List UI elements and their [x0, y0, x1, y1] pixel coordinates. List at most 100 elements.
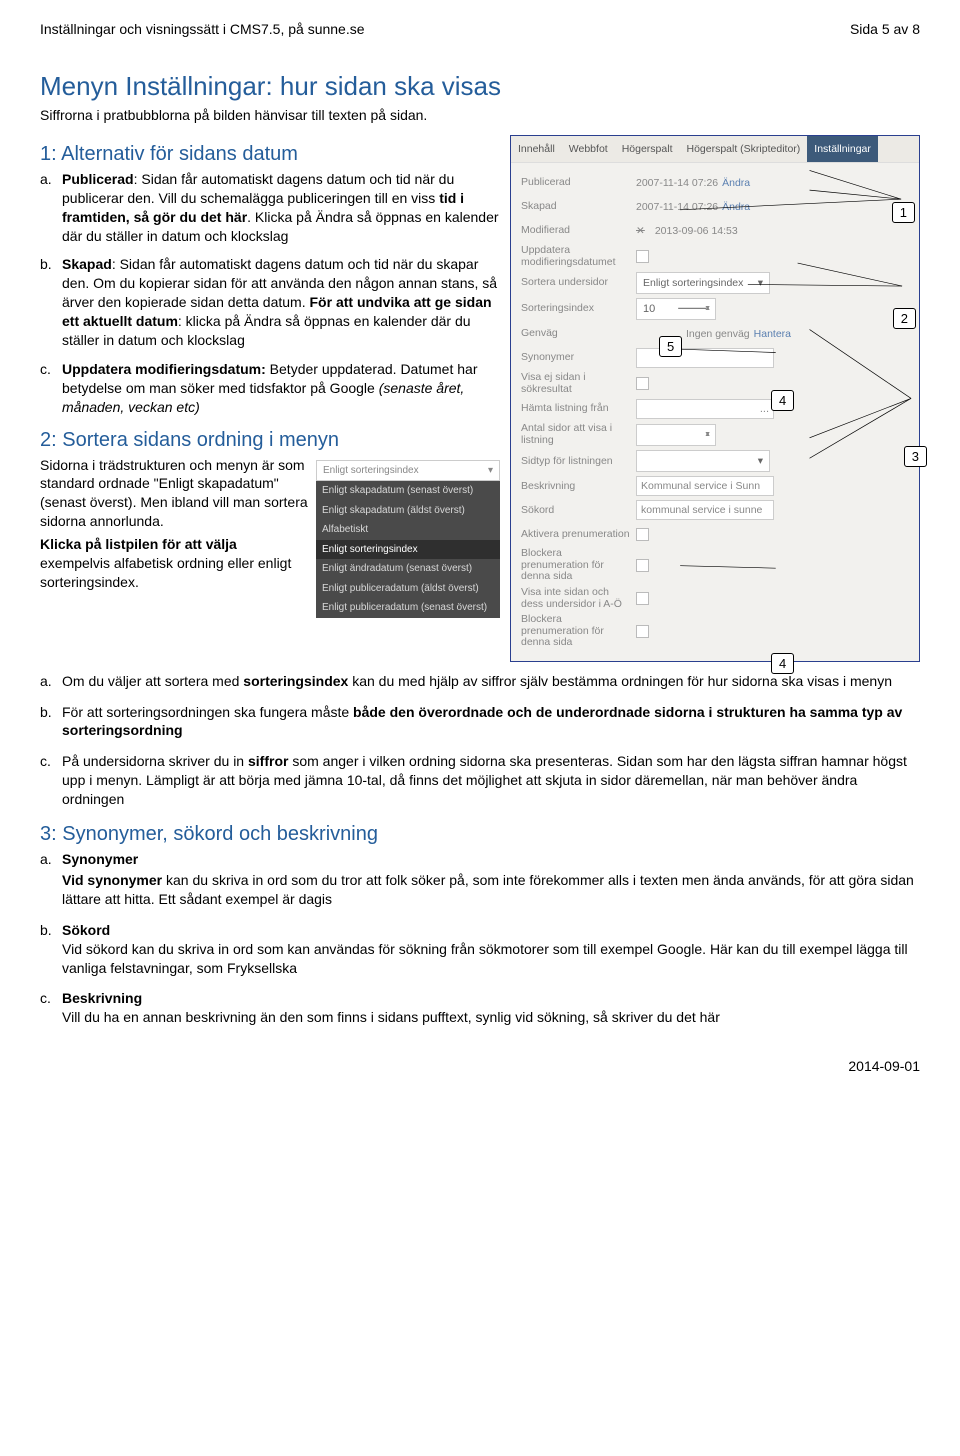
sec3b-text: Vid sökord kan du skriva in ord som kan …	[62, 940, 920, 978]
l-blockera2: Blockera prenumeration för denna sida	[521, 614, 636, 649]
cms-tab-1[interactable]: Webbfot	[562, 136, 615, 162]
input-sokord[interactable]	[636, 500, 774, 520]
sec3c-text: Vill du ha en annan beskrivning än den s…	[62, 1008, 920, 1027]
v-publicerad: 2007-11-14 07:26	[636, 176, 718, 190]
dropdown-item[interactable]: Enligt publiceradatum (senast överst)	[316, 598, 500, 618]
page-subtitle: Siffrorna i pratbubblorna på bilden hänv…	[40, 106, 920, 125]
dropdown-list[interactable]: Enligt skapadatum (senast överst)Enligt …	[316, 481, 500, 618]
input-beskrivning[interactable]	[636, 476, 774, 496]
sec1-item-c: Uppdatera modifieringsdatum: Betyder upp…	[62, 360, 500, 417]
input-synonymer[interactable]	[636, 348, 774, 368]
l-skapad: Skapad	[521, 201, 636, 213]
dropdown-head[interactable]: Enligt sorteringsindex ▾	[316, 460, 500, 482]
dropdown-item[interactable]: Enligt skapadatum (äldst överst)	[316, 501, 500, 521]
cms-body: Publicerad 2007-11-14 07:26 Ändra Skapad…	[511, 163, 919, 661]
sec2c-t1: På undersidorna skriver du in	[62, 753, 248, 769]
select-sidtyp[interactable]: ▾	[636, 450, 770, 472]
sec1-item-b: Skapad: Sidan får automatiskt dagens dat…	[62, 255, 500, 349]
section2-heading: 2: Sortera sidans ordning i menyn	[40, 427, 500, 454]
dropdown-image: Enligt sorteringsindex ▾ Enligt skapadat…	[316, 460, 500, 618]
checkbox-aktivera[interactable]	[636, 528, 649, 541]
input-sortindex[interactable]: 10▲▼	[636, 298, 716, 320]
link-andra-2[interactable]: Ändra	[722, 200, 750, 214]
sec2c-b1: siffror	[248, 753, 288, 769]
select-sortera-val: Enligt sorteringsindex	[643, 276, 743, 290]
link-andra-1[interactable]: Ändra	[722, 176, 750, 190]
callout-4b: 4	[771, 653, 794, 675]
label-skapad: Skapad	[62, 256, 112, 272]
label-uppdatera: Uppdatera modifieringsdatum:	[62, 361, 266, 377]
link-hantera[interactable]: Hantera	[754, 327, 791, 341]
l-uppdatera: Uppdatera modifieringsdatumet	[521, 245, 636, 268]
checkbox-uppdatera[interactable]	[636, 250, 649, 263]
select-sortera[interactable]: Enligt sorteringsindex ▾	[636, 272, 770, 294]
l-sidtyp: Sidtyp för listningen	[521, 456, 636, 468]
callout-2: 2	[893, 308, 916, 330]
l-antal: Antal sidor att visa i listning	[521, 423, 636, 446]
page-title: Menyn Inställningar: hur sidan ska visas	[40, 69, 920, 104]
dropdown-item[interactable]: Alfabetiskt	[316, 520, 500, 540]
l-visaej: Visa ej sidan i sökresultat	[521, 372, 636, 395]
sec2-item-a: Om du väljer att sortera med sorteringsi…	[62, 672, 920, 691]
l-sortera: Sortera undersidor	[521, 277, 636, 289]
chevron-down-icon: ▾	[488, 464, 493, 478]
sec3c-label: Beskrivning	[62, 990, 142, 1006]
l-publicerad: Publicerad	[521, 177, 636, 189]
l-sokord: Sökord	[521, 505, 636, 517]
cms-tab-0[interactable]: Innehåll	[511, 136, 562, 162]
sec2b-t1: För att sorteringsordningen ska fungera …	[62, 704, 353, 720]
sec3-item-a: Synonymer Vid synonymer kan du skriva in…	[62, 850, 920, 909]
strike-icon: ✕	[636, 224, 645, 238]
checkbox-visaej[interactable]	[636, 377, 649, 390]
section3-heading: 3: Synonymer, sökord och beskrivning	[40, 821, 920, 848]
l-visainte: Visa inte sidan och dess undersidor i A-…	[521, 587, 636, 610]
dropdown-item[interactable]: Enligt publiceradatum (äldst överst)	[316, 579, 500, 599]
callout-1: 1	[892, 202, 915, 224]
l-sortindex: Sorteringsindex	[521, 303, 636, 315]
cms-panel: 1 2 3 4 4 5 InnehållWebbfotHögerspaltHög…	[510, 135, 920, 662]
cms-tabs: InnehållWebbfotHögerspaltHögerspalt (Skr…	[511, 136, 919, 163]
sortindex-val: 10	[643, 302, 655, 317]
v-skapad: 2007-11-14 07:26	[636, 200, 718, 214]
sec2-intro2-rest: exempelvis alfabetisk ordning eller enli…	[40, 555, 291, 590]
sec3-item-c: Beskrivning Vill du ha en annan beskrivn…	[62, 989, 920, 1027]
cms-tab-3[interactable]: Högerspalt (Skripteditor)	[679, 136, 807, 162]
header-right: Sida 5 av 8	[850, 20, 920, 39]
footer-date: 2014-09-01	[40, 1057, 920, 1076]
l-modifierad: Modifierad	[521, 225, 636, 237]
callout-4a: 4	[771, 390, 794, 412]
text-column: 1: Alternativ för sidans datum Publicera…	[40, 135, 500, 624]
sec2a-t2: kan du med hjälp av siffror själv bestäm…	[348, 673, 892, 689]
callout-3: 3	[904, 446, 927, 468]
l-hamta: Hämta listning från	[521, 403, 636, 415]
cms-tab-4[interactable]: Inställningar	[807, 136, 878, 162]
checkbox-blockera2[interactable]	[636, 625, 649, 638]
cms-tab-2[interactable]: Högerspalt	[615, 136, 680, 162]
input-hamta[interactable]: ...	[636, 399, 774, 419]
header-left: Inställningar och visningssätt i CMS7.5,…	[40, 20, 365, 39]
l-beskrivning: Beskrivning	[521, 481, 636, 493]
sec3b-label: Sökord	[62, 922, 110, 938]
section1-heading: 1: Alternativ för sidans datum	[40, 141, 500, 168]
sec3a-text: kan du skriva in ord som du tror att fol…	[62, 872, 914, 907]
sec3a-lead: Vid synonymer	[62, 872, 162, 888]
checkbox-blockera1[interactable]	[636, 559, 649, 572]
input-antal[interactable]: ▲▼	[636, 424, 716, 446]
chevron-down-icon: ▾	[758, 454, 763, 468]
dropdown-head-label: Enligt sorteringsindex	[323, 464, 419, 478]
chevron-down-icon: ▾	[758, 276, 763, 290]
l-genvag: Genväg	[521, 328, 636, 340]
l-blockera1: Blockera prenumeration för denna sida	[521, 548, 636, 583]
sec2a-b1: sorteringsindex	[243, 673, 348, 689]
sec3-item-b: Sökord Vid sökord kan du skriva in ord s…	[62, 921, 920, 978]
dropdown-item[interactable]: Enligt skapadatum (senast överst)	[316, 481, 500, 501]
v-genvag: Ingen genväg	[686, 327, 750, 341]
dropdown-item[interactable]: Enligt sorteringsindex	[316, 540, 500, 560]
label-publicerad: Publicerad	[62, 171, 134, 187]
callout-5: 5	[659, 336, 682, 358]
dropdown-item[interactable]: Enligt ändradatum (senast överst)	[316, 559, 500, 579]
sec2-intro2-bold: Klicka på listpilen för att välja	[40, 536, 237, 552]
sec2-item-c: På undersidorna skriver du in siffror so…	[62, 752, 920, 809]
v-modifierad: 2013-09-06 14:53	[655, 224, 738, 238]
checkbox-visainte[interactable]	[636, 592, 649, 605]
